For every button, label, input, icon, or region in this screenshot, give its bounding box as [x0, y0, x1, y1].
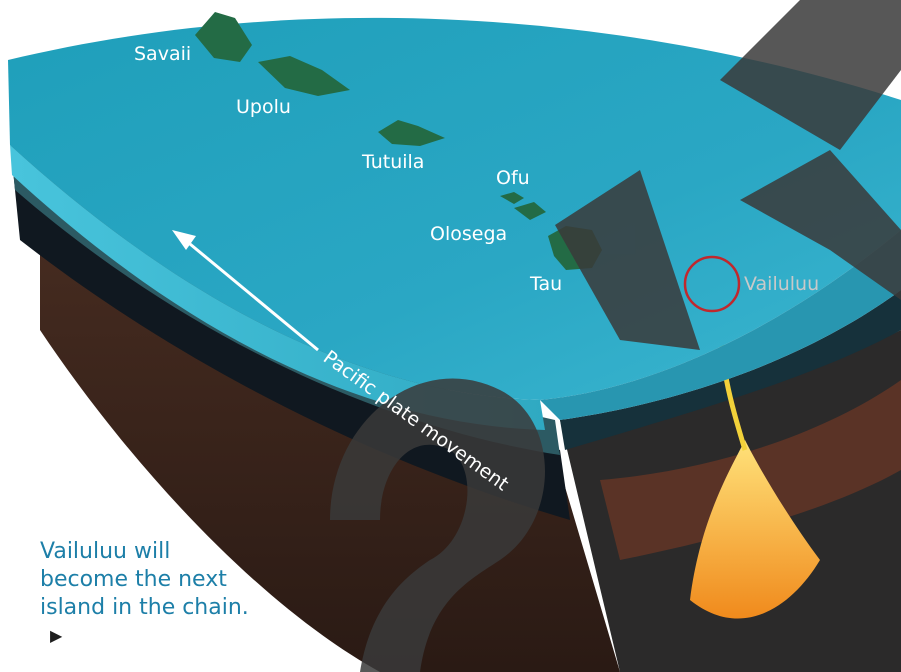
magma-chamber — [690, 440, 820, 619]
label-tau: Tau — [529, 273, 562, 295]
ofu-island — [500, 192, 524, 204]
label-upolu: Upolu — [236, 96, 291, 118]
play-triangle-icon: ▶ — [50, 626, 63, 645]
watermark-slash-right — [720, 0, 901, 150]
label-savaii: Savaii — [134, 43, 191, 65]
caption-line-1: Vailuluu will — [40, 539, 171, 564]
plate-movement-arrow — [172, 230, 319, 352]
upolu-island — [258, 56, 350, 96]
caption: Vailuluu will become the next island in … — [40, 538, 300, 651]
caption-line-2: become the next — [40, 567, 227, 592]
arrow-head-icon — [172, 230, 196, 250]
caption-line-3: island in the chain. — [40, 595, 249, 620]
label-tutuila: Tutuila — [361, 151, 424, 173]
slab-right-face — [540, 230, 901, 420]
watermark-logo — [330, 0, 901, 672]
tutuila-island — [378, 120, 445, 146]
vailuluu-marker — [683, 255, 741, 313]
watermark-chevron — [740, 150, 901, 300]
label-ofu: Ofu — [496, 167, 530, 189]
watermark-curve — [330, 378, 545, 672]
right-teal-band — [560, 290, 901, 450]
savaii-island — [195, 12, 252, 62]
watermark-slash-left — [555, 170, 700, 350]
label-olosega: Olosega — [430, 223, 507, 245]
label-vailuluu: Vailuluu — [744, 273, 819, 295]
olosega-island — [514, 202, 546, 220]
